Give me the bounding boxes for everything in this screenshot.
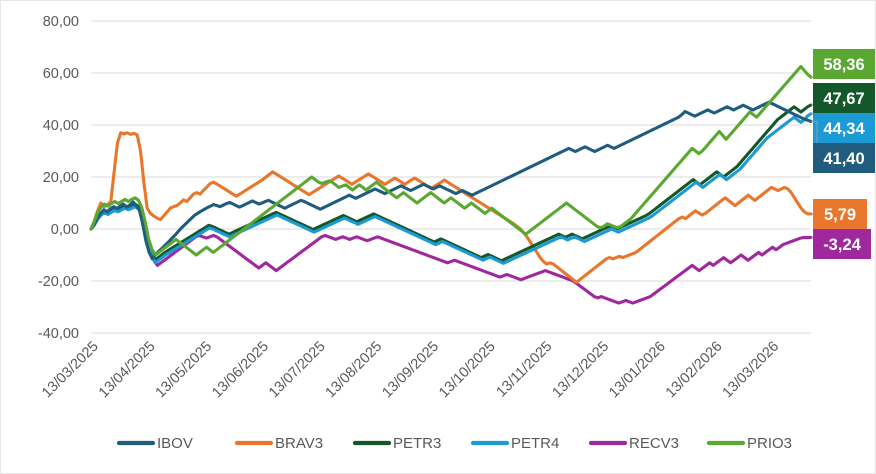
series-line-recv3 <box>89 204 813 305</box>
y-axis-tick-labels: 80,00 60,00 40,00 20,00 0,00 -20,00 -40,00 <box>38 14 79 342</box>
x-axis-tick-label: 13/02/2026 <box>663 339 726 402</box>
series-line-petr4 <box>89 112 813 265</box>
callout-value-petr3: 47,67 <box>823 90 864 108</box>
x-axis-tick-label: 13/07/2025 <box>266 339 329 402</box>
x-axis-tick-label: 13/06/2025 <box>209 339 272 402</box>
series-line-ibov <box>89 100 813 261</box>
legend-label-prio3[interactable]: PRIO3 <box>747 435 792 452</box>
end-value-callouts: 58,36 47,67 44,34 41,40 5,79 -3,24 <box>811 49 875 259</box>
x-axis-tick-label: 13/04/2025 <box>96 339 159 402</box>
callout-box-petr3 <box>813 83 875 113</box>
y-axis-tick-label: 60,00 <box>43 66 79 82</box>
x-axis-tick-label: 13/05/2025 <box>153 339 216 402</box>
legend-label-petr3[interactable]: PETR3 <box>393 435 441 452</box>
x-axis-tick-label: 13/01/2026 <box>606 339 669 402</box>
x-axis-tick-label: 13/09/2025 <box>379 339 442 402</box>
series-line-petr3 <box>89 103 813 263</box>
legend-label-ibov[interactable]: IBOV <box>157 435 193 452</box>
callout-value-ibov: 41,40 <box>823 150 864 168</box>
x-axis-tick-label: 13/03/2025 <box>39 339 102 402</box>
legend-label-brav3[interactable]: BRAV3 <box>275 435 323 452</box>
y-axis-tick-label: 20,00 <box>43 170 79 186</box>
callout-value-prio3: 58,36 <box>823 56 864 74</box>
callout-value-brav3: 5,79 <box>824 206 856 224</box>
callout-box-petr4 <box>813 113 875 143</box>
series-line-brav3 <box>89 131 813 284</box>
series-lines <box>89 64 813 305</box>
chart-legend: IBOV BRAV3 PETR3 PETR4 RECV3 PRIO3 <box>116 435 792 452</box>
x-axis-tick-label: 13/12/2025 <box>549 339 612 402</box>
x-axis-tick-label: 13/03/2026 <box>720 339 783 402</box>
y-axis-tick-label: -20,00 <box>38 274 79 290</box>
y-axis-tick-label: 40,00 <box>43 118 79 134</box>
x-axis-tick-label: 13/08/2025 <box>323 339 386 402</box>
series-line-prio3 <box>89 64 813 257</box>
x-axis-tick-label: 13/11/2025 <box>494 339 556 401</box>
callout-box-prio3 <box>813 49 875 79</box>
y-axis-tick-label: 0,00 <box>51 222 79 238</box>
x-axis-tick-label: 13/10/2025 <box>436 339 499 402</box>
callout-value-recv3: -3,24 <box>823 236 861 254</box>
callout-box-brav3 <box>813 199 867 229</box>
gridlines <box>91 20 811 334</box>
callout-value-petr4: 44,34 <box>823 120 865 138</box>
legend-label-petr4[interactable]: PETR4 <box>511 435 559 452</box>
callout-box-ibov <box>813 143 875 173</box>
x-axis-tick-labels: 13/03/202513/04/202513/05/202513/06/2025… <box>39 339 782 402</box>
y-axis-tick-label: 80,00 <box>43 14 79 30</box>
callout-box-recv3 <box>813 229 871 259</box>
y-axis-tick-label: -40,00 <box>38 326 79 342</box>
legend-label-recv3[interactable]: RECV3 <box>629 435 679 452</box>
